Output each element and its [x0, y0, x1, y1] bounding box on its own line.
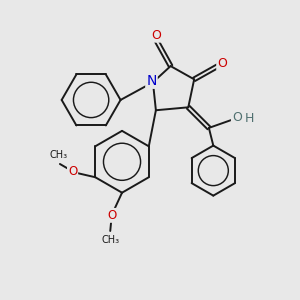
Text: O: O — [217, 57, 227, 70]
Text: CH₃: CH₃ — [50, 151, 68, 160]
Text: O: O — [107, 209, 116, 222]
Text: H: H — [244, 112, 254, 125]
Text: O: O — [232, 111, 242, 124]
Text: O: O — [151, 29, 161, 42]
Text: N: N — [146, 74, 157, 88]
Text: O: O — [68, 165, 77, 178]
Text: CH₃: CH₃ — [101, 236, 119, 245]
